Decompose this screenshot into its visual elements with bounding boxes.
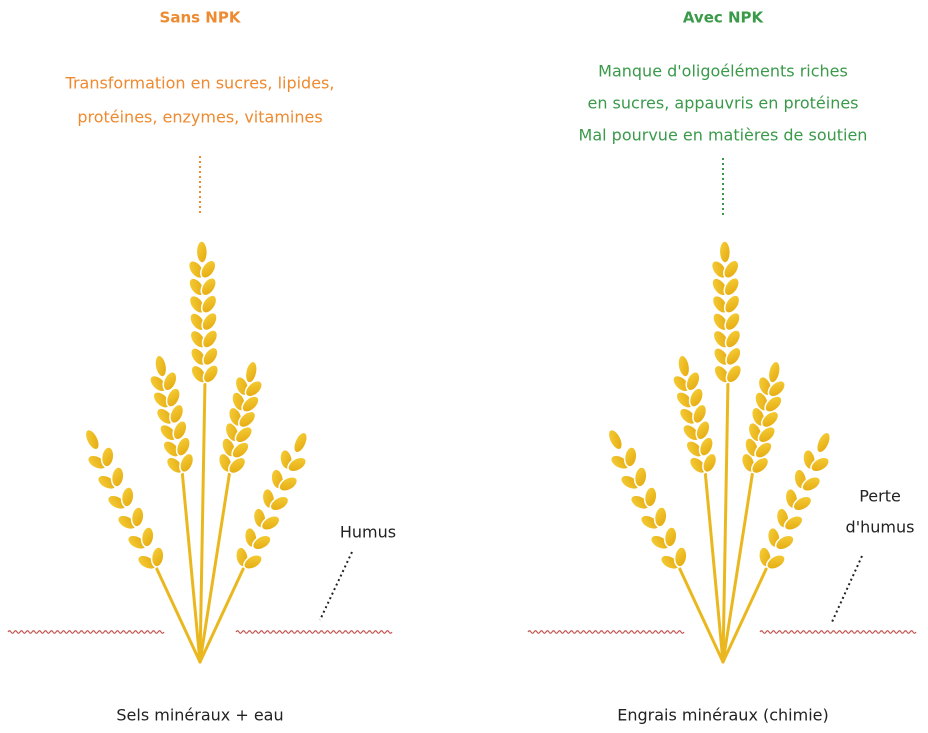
soil-label: Humus [340,523,396,542]
wheat-ear [708,241,745,386]
wheat-ear [185,241,222,386]
wheat-ear [73,422,173,577]
soil-line [236,631,392,634]
soil-line [528,631,684,634]
wheat-grain [140,526,155,548]
wheat-grain [120,486,135,508]
wheat-stalk [182,470,200,662]
wheat-grain [82,427,102,452]
dotted-connector [832,556,862,622]
wheat-grain [643,486,658,508]
description-line: en sucres, appauvris en protéines [587,94,858,113]
caption: Sels minéraux + eau [116,706,283,725]
diagram: Sans NPK Transformation en sucres, lipid… [0,0,928,733]
soil-label: d'humus [846,518,915,537]
wheat-grain [623,446,638,468]
dotted-connector [320,552,352,620]
wheat-grain [100,446,115,468]
page: Sans NPK Transformation en sucres, lipid… [0,0,928,733]
panel-title: Sans NPK [160,9,242,27]
wheat-grain [150,546,165,568]
description-line: protéines, enzymes, vitamines [77,108,322,127]
wheat-grain [196,241,208,263]
wheat-stalk [705,470,723,662]
wheat-ear [596,422,696,577]
wheat-grain [814,430,833,455]
wheat-grain [663,526,678,548]
wheat-grain [673,546,688,568]
wheat-grain [633,466,648,488]
wheat-grain [291,430,310,455]
description-line: Manque d'oligoéléments riches [598,62,848,81]
wheat-grain [676,354,691,378]
wheat-stalk [200,380,205,662]
wheat-grain [653,506,668,528]
wheat-grain [153,354,168,378]
caption: Engrais minéraux (chimie) [617,706,829,725]
wheat-grain [110,466,125,488]
wheat-stalk [723,380,728,662]
wheat-grain [605,427,625,452]
soil-line [760,631,916,634]
wheat-ear [736,358,793,479]
description-line: Transformation en sucres, lipides, [65,74,335,93]
soil-label: Perte [859,487,901,506]
soil-line [8,631,164,634]
description-line: Mal pourvue en matières de soutien [579,126,868,145]
wheat-grain [719,241,731,263]
wheat-ear [213,358,270,479]
wheat-grain [130,506,145,528]
panel-title: Avec NPK [683,9,765,27]
